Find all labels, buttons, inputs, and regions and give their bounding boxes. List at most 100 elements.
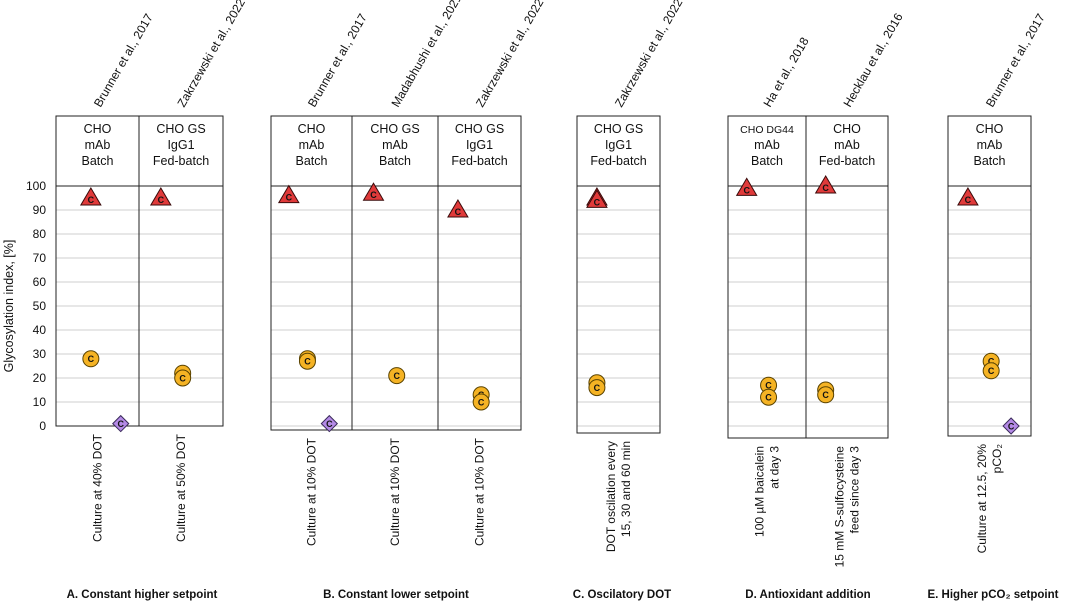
cell-line-label: CHO: [833, 122, 861, 136]
circle-marker-letter: C: [304, 357, 311, 367]
circle-marker-letter: C: [594, 383, 601, 393]
panel-group: E. Higher pCO₂ setpoint Brunner et al., 2…: [928, 11, 1059, 601]
condition-label: Culture at 10% DOT: [305, 437, 319, 546]
y-tick-label: 90: [33, 203, 47, 217]
y-tick-label: 40: [33, 323, 47, 337]
panel-group: A. Constant higher setpoint Brunner et al…: [55, 0, 248, 601]
cell-line-label: mAb: [85, 138, 111, 152]
circle-marker: [298, 352, 316, 370]
y-tick-label: 50: [33, 299, 47, 313]
condition-label: Culture at 40% DOT: [91, 433, 105, 542]
y-axis-label: Glycosylation index, [%]: [2, 240, 16, 373]
reference-label: Ha et al., 2018: [760, 35, 811, 110]
circle-marker-letter: C: [179, 373, 186, 383]
circle-marker-letter: C: [822, 390, 829, 400]
diamond-marker-letter: C: [1008, 421, 1015, 431]
circle-marker-letter: C: [988, 366, 995, 376]
cell-line-label: CHO: [976, 122, 1004, 136]
cell-line-label: CHO GS: [156, 122, 205, 136]
cell-line-label: CHO: [298, 122, 326, 136]
cell-line-label: mAb: [382, 138, 408, 152]
diamond-marker-letter: C: [117, 419, 124, 429]
circle-marker-letter: C: [88, 354, 95, 364]
cell-line-label: Batch: [82, 154, 114, 168]
triangle-marker: [362, 182, 385, 201]
panel-frame: [576, 115, 661, 434]
condition-label: DOT oscilation every: [604, 441, 618, 552]
circle-marker: [472, 393, 490, 411]
panel-group: B. Constant lower setpoint Brunner et al.…: [270, 0, 547, 601]
circle-marker: [817, 386, 835, 404]
circle-marker-letter: C: [478, 397, 485, 407]
condition-label: at day 3: [768, 446, 782, 489]
group-title: A. Constant higher setpoint: [67, 589, 218, 601]
triangle-marker-letter: C: [822, 183, 829, 193]
condition-label: pCO₂: [990, 444, 1004, 474]
cell-line-label: CHO: [84, 122, 112, 136]
reference-label: Hecklau et al., 2016: [840, 10, 905, 109]
cell-line-label: mAb: [834, 138, 860, 152]
reference-label: Brunner et al., 2017: [983, 11, 1048, 110]
circle-marker-letter: C: [765, 393, 772, 403]
condition-label: 15, 30 and 60 min: [619, 441, 633, 537]
circle-marker: [388, 367, 406, 385]
cell-line-label: IgG1: [167, 138, 194, 152]
circle-marker-letter: C: [393, 371, 400, 381]
cell-line-label: Fed-batch: [153, 154, 209, 168]
cell-line-label: CHO GS: [370, 122, 419, 136]
circle-marker: [82, 350, 100, 368]
group-title: C. Oscilatory DOT: [573, 589, 671, 601]
condition-label: Culture at 10% DOT: [388, 437, 402, 546]
y-tick-label: 80: [33, 227, 47, 241]
condition-label: Culture at 50% DOT: [174, 433, 188, 542]
circle-marker: [760, 388, 778, 406]
condition-label: 100 µM baicalein: [753, 446, 767, 537]
triangle-marker: [149, 187, 172, 206]
condition-label: 15 mM S-sulfocysteine: [833, 446, 847, 568]
cell-line-label: CHO DG44: [740, 124, 794, 136]
condition-label: Culture at 12.5, 20%: [975, 444, 989, 554]
diamond-marker: [320, 414, 339, 433]
condition-label: Culture at 10% DOT: [473, 437, 487, 546]
triangle-marker-letter: C: [286, 193, 293, 203]
y-tick-label: 60: [33, 275, 47, 289]
cell-line-label: mAb: [754, 138, 780, 152]
panel-frame: [138, 115, 224, 427]
reference-label: Zakrzewski et al., 2022: [612, 0, 686, 110]
cell-line-label: mAb: [299, 138, 325, 152]
y-tick-label: 70: [33, 251, 47, 265]
circle-marker: [588, 379, 606, 397]
reference-label: Brunner et al., 2017: [91, 11, 156, 110]
diamond-marker: [112, 414, 130, 433]
panel-frame: [437, 115, 522, 431]
triangle-marker: [447, 199, 469, 218]
group-title: B. Constant lower setpoint: [323, 589, 469, 601]
circle-marker-letter: C: [988, 357, 995, 367]
triangle-marker-letter: C: [158, 195, 165, 205]
panel-group: C. Oscilatory DOT Zakrzewski et al., 2022…: [573, 0, 686, 601]
triangle-marker: [277, 184, 300, 204]
triangle-marker-letter: C: [88, 195, 95, 205]
cell-line-label: mAb: [977, 138, 1003, 152]
y-tick-label: 10: [33, 395, 47, 409]
reference-label: Brunner et al., 2017: [305, 11, 370, 110]
y-tick-label: 30: [33, 347, 47, 361]
triangle-marker: [735, 177, 758, 196]
triangle-marker-letter: C: [743, 185, 750, 195]
cell-line-label: IgG1: [466, 138, 493, 152]
circle-marker: [174, 369, 192, 387]
cell-line-label: Fed-batch: [451, 154, 507, 168]
group-title: D. Antioxidant addition: [745, 589, 870, 601]
cell-line-label: Fed-batch: [819, 154, 875, 168]
triangle-marker: [957, 187, 979, 206]
y-tick-label: 100: [26, 179, 46, 193]
triangle-marker-letter: C: [455, 207, 462, 217]
cell-line-label: Batch: [379, 154, 411, 168]
cell-line-label: Batch: [974, 154, 1006, 168]
y-tick-label: 20: [33, 371, 47, 385]
cell-line-label: Batch: [751, 154, 783, 168]
panel-frame: [947, 115, 1032, 437]
reference-label: Madabhushi et al., 2021: [388, 0, 464, 110]
triangle-marker: [79, 187, 102, 206]
